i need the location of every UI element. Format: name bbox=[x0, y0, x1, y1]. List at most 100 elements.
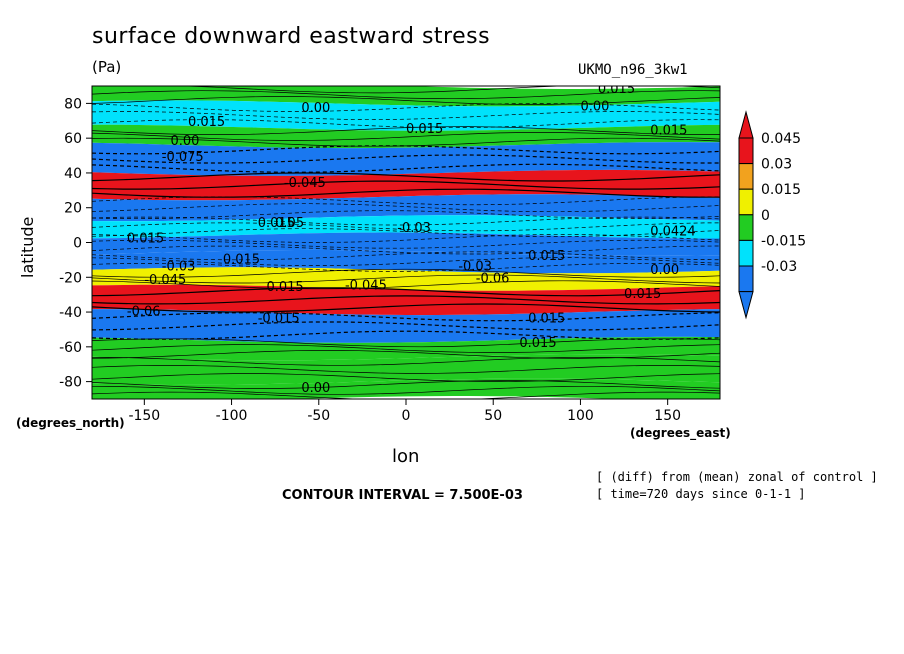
contour-line bbox=[92, 137, 720, 147]
contour-label: 0.0424 bbox=[650, 225, 696, 240]
y-axis-units: (degrees_north) bbox=[16, 416, 125, 430]
lat-band-9 bbox=[92, 267, 720, 291]
y-axis-label: latitude bbox=[18, 216, 37, 278]
contour-line bbox=[92, 344, 720, 353]
y-tick-label: -40 bbox=[59, 305, 82, 321]
contour-line bbox=[92, 188, 720, 198]
contour-label: 0.015 bbox=[188, 115, 225, 130]
contour-label: 0.00 bbox=[301, 101, 330, 116]
contour-label: 0.015 bbox=[519, 336, 556, 351]
lat-band-1 bbox=[92, 100, 720, 131]
contour-line bbox=[92, 295, 720, 305]
colorbar-label: 0.03 bbox=[761, 157, 792, 173]
colorbar-swatch bbox=[738, 137, 754, 165]
contour-line bbox=[92, 338, 720, 348]
contour-line bbox=[92, 274, 720, 284]
contour-line bbox=[92, 303, 720, 313]
contour-label: 0.015 bbox=[598, 82, 635, 97]
contour-line bbox=[92, 172, 720, 182]
lat-band-11 bbox=[92, 309, 720, 343]
contour-line bbox=[92, 132, 720, 141]
colorbar-bottom-arrow bbox=[738, 291, 754, 320]
x-tick-label: -50 bbox=[307, 408, 330, 424]
contour-label: 0.015 bbox=[650, 124, 687, 139]
note-time: [ time=720 days since 0-1-1 ] bbox=[596, 487, 806, 501]
y-tick-label: 20 bbox=[64, 201, 82, 217]
colorbar-label: -0.03 bbox=[761, 259, 797, 275]
contour-label: 0.015 bbox=[406, 122, 443, 137]
colorbar-swatch bbox=[738, 163, 754, 190]
contour-line bbox=[92, 96, 720, 105]
x-tick-label: -100 bbox=[216, 408, 248, 424]
contour-label: -0.06 bbox=[476, 271, 510, 286]
colorbar-label: 0.015 bbox=[761, 182, 801, 198]
contour-line bbox=[92, 356, 720, 366]
x-tick-label: 100 bbox=[567, 408, 594, 424]
contour-label: -0.03 bbox=[397, 221, 431, 236]
contour-label: -0.03 bbox=[162, 259, 196, 274]
contour-label: -0.045 bbox=[284, 176, 326, 191]
y-tick-label: 60 bbox=[64, 131, 82, 147]
contour-line bbox=[92, 126, 720, 135]
x-tick-label: 50 bbox=[484, 408, 502, 424]
lat-band-13 bbox=[92, 354, 720, 385]
x-axis-label: lon bbox=[392, 446, 420, 467]
chart-units: (Pa) bbox=[92, 58, 122, 76]
lat-band-6 bbox=[92, 215, 720, 239]
contour-label: -0.06 bbox=[127, 305, 161, 320]
contour-label: 0.015 bbox=[258, 216, 295, 231]
colorbar-label: 0.045 bbox=[761, 131, 801, 147]
contour-label: 0.015 bbox=[223, 252, 260, 267]
lat-band-8 bbox=[92, 249, 720, 274]
contour-label: 0.00 bbox=[580, 99, 609, 114]
colorbar-swatch bbox=[738, 239, 754, 267]
chart-title: surface downward eastward stress bbox=[92, 24, 491, 49]
contour-line bbox=[92, 385, 720, 395]
contour-line bbox=[92, 391, 720, 399]
contour-label: 0.015 bbox=[528, 249, 565, 264]
contour-label: -0.045 bbox=[345, 278, 387, 293]
contour-label: 0.015 bbox=[266, 280, 303, 295]
lat-band-5 bbox=[92, 194, 720, 222]
contour-line bbox=[92, 280, 720, 290]
note-diff: [ (diff) from (mean) zonal of control ] bbox=[596, 470, 878, 484]
contour-label: -0.075 bbox=[162, 150, 204, 165]
lat-band-7 bbox=[92, 232, 720, 256]
contour-line bbox=[92, 90, 720, 100]
contour-label: -0.03 bbox=[458, 259, 492, 274]
contour-line bbox=[92, 380, 720, 389]
contour-label: 0.05 bbox=[275, 216, 304, 231]
contour-label: 0.015 bbox=[127, 232, 164, 247]
contour-line bbox=[92, 373, 720, 382]
contour-label: -0.045 bbox=[144, 273, 186, 288]
x-tick-label: -150 bbox=[128, 408, 160, 424]
colorbar-label: -0.015 bbox=[761, 233, 806, 249]
lat-band-12 bbox=[92, 336, 720, 361]
contour-label: 0.00 bbox=[301, 381, 330, 396]
contour-line bbox=[92, 268, 720, 278]
contour-label: 0.00 bbox=[171, 134, 200, 149]
colorbar-swatch bbox=[738, 188, 754, 216]
lat-band-10 bbox=[92, 284, 720, 316]
x-tick-label: 150 bbox=[654, 408, 681, 424]
colorbar-top-arrow bbox=[738, 110, 754, 139]
contour-line bbox=[92, 287, 720, 297]
contour-line bbox=[92, 180, 720, 190]
y-tick-label: -80 bbox=[59, 375, 82, 391]
contour-interval: CONTOUR INTERVAL = 7.500E-03 bbox=[282, 488, 523, 503]
y-tick-label: -20 bbox=[59, 270, 82, 286]
y-tick-label: -60 bbox=[59, 340, 82, 356]
contour-label: 0.00 bbox=[650, 263, 679, 278]
colorbar-swatch bbox=[738, 214, 754, 241]
y-tick-label: 80 bbox=[64, 96, 82, 112]
y-tick-label: 40 bbox=[64, 166, 82, 182]
x-axis-units: (degrees_east) bbox=[630, 426, 731, 440]
contour-line bbox=[92, 365, 720, 374]
colorbar-label: 0 bbox=[761, 208, 770, 224]
contour-label: 0.015 bbox=[528, 311, 565, 326]
y-tick-label: 0 bbox=[73, 236, 82, 252]
model-label: UKMO_n96_3kw1 bbox=[578, 62, 688, 78]
contour-label: -0.015 bbox=[258, 311, 300, 326]
contour-label: 0.015 bbox=[624, 287, 661, 302]
